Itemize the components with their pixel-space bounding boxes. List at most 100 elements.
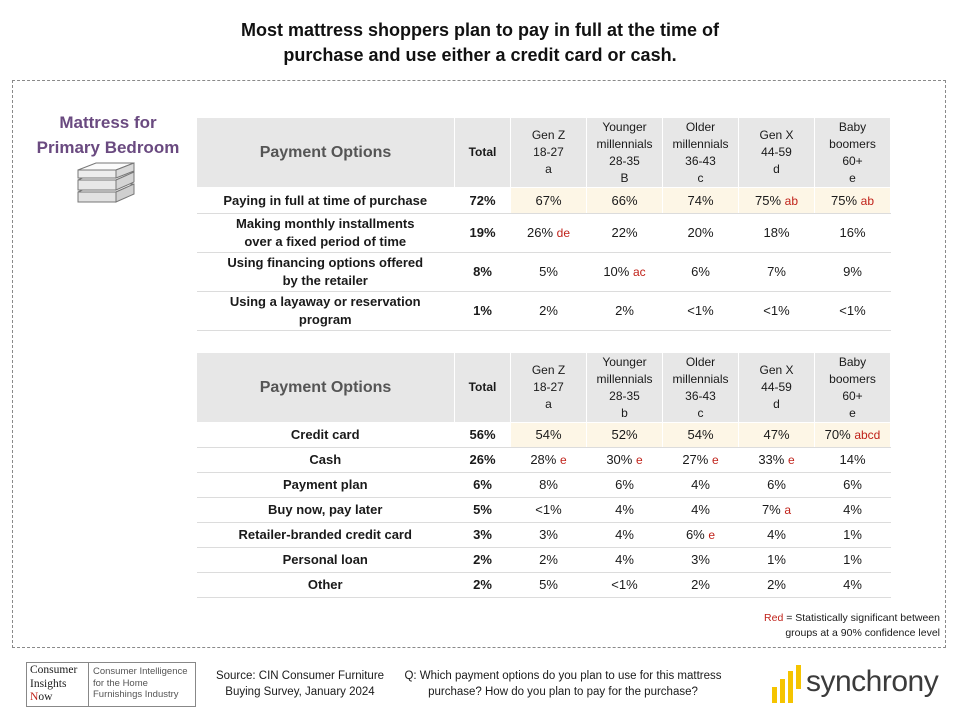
note-red-word: Red xyxy=(764,612,784,624)
row-label: Buy now, pay later xyxy=(196,497,455,523)
value-cell: 2% xyxy=(662,572,739,598)
table-row: Personal loan 2% 2% 4% 3% 1% 1% xyxy=(196,547,891,573)
value-cell: 26% de xyxy=(510,213,587,253)
table-row: Payment plan 6% 8% 6% 4% 6% 6% xyxy=(196,472,891,498)
significance-letters: ab xyxy=(784,193,798,208)
row-total: 19% xyxy=(454,213,511,253)
value-cell: 22% xyxy=(586,213,663,253)
value-cell: 54% xyxy=(510,422,587,448)
header-gen-z: Gen Z 18-27 a xyxy=(510,117,587,188)
mattress-stack-icon xyxy=(77,162,135,203)
value-cell: 6% xyxy=(586,472,663,498)
row-label: Other xyxy=(196,572,455,598)
value-cell: 5% xyxy=(510,252,587,292)
table-row: Other 2% 5% <1% 2% 2% 4% xyxy=(196,572,891,598)
page-title: Most mattress shoppers plan to pay in fu… xyxy=(0,18,960,68)
question-text: Q: Which payment options do you plan to … xyxy=(404,670,722,698)
value-cell: 4% xyxy=(738,522,815,548)
row-total: 2% xyxy=(454,547,511,573)
value-cell: 14% xyxy=(814,447,891,473)
table-header-row: Payment Options Total Gen Z 18-27 a Younge… xyxy=(196,352,891,423)
header-baby-boomers: Baby boomers 60+ e xyxy=(814,117,891,188)
value-cell: <1% xyxy=(814,291,891,331)
row-total: 56% xyxy=(454,422,511,448)
note-line-1: = Statistically significant between xyxy=(783,612,940,624)
value-cell: 2% xyxy=(510,291,587,331)
value-cell: 28% e xyxy=(510,447,587,473)
significance-letters: e xyxy=(708,528,716,542)
value-cell: 75% ab xyxy=(814,187,891,214)
value-cell: 30% e xyxy=(586,447,663,473)
value-cell: <1% xyxy=(662,291,739,331)
row-total: 6% xyxy=(454,472,511,498)
side-title: Mattress for Primary Bedroom xyxy=(24,110,192,160)
value-cell: 3% xyxy=(662,547,739,573)
table-row: Using a layaway or reservation program 1% 2… xyxy=(196,291,891,331)
row-label: Payment plan xyxy=(196,472,455,498)
value-cell: 6% xyxy=(814,472,891,498)
value-cell: 1% xyxy=(814,522,891,548)
value-cell: 33% e xyxy=(738,447,815,473)
value-cell: 6% xyxy=(662,252,739,292)
row-label: Using a layaway or reservation program xyxy=(196,291,455,331)
header-older-millennials: Older millennials 36-43 c xyxy=(662,352,739,423)
title-line-2: purchase and use either a credit card or… xyxy=(283,45,677,65)
row-total: 2% xyxy=(454,572,511,598)
cin-logo-wordmark: Consumer Insights Now xyxy=(27,663,89,706)
value-cell: 3% xyxy=(510,522,587,548)
significance-letters: e xyxy=(711,453,719,467)
value-cell: 54% xyxy=(662,422,739,448)
note-line-2: groups at a 90% confidence level xyxy=(785,627,940,639)
row-label: Retailer-branded credit card xyxy=(196,522,455,548)
significance-letters: ab xyxy=(860,193,874,208)
value-cell: 2% xyxy=(510,547,587,573)
value-cell: 4% xyxy=(586,547,663,573)
significance-letters: ac xyxy=(632,265,646,279)
significance-note: Red = Statistically significant between … xyxy=(700,611,940,641)
row-total: 8% xyxy=(454,252,511,292)
cin-logo-tagline: Consumer Intelligence for the Home Furni… xyxy=(93,666,188,700)
significance-letters: a xyxy=(784,503,792,517)
side-title-line-1: Mattress for xyxy=(59,113,157,132)
header-younger-millennials: Younger millennials 28-35 b xyxy=(586,352,663,423)
value-cell: 67% xyxy=(510,187,587,214)
significance-letters: abcd xyxy=(854,428,881,442)
value-cell: 16% xyxy=(814,213,891,253)
table-row: Cash 26% 28% e 30% e 27% e 33% e 14% xyxy=(196,447,891,473)
row-total: 1% xyxy=(454,291,511,331)
row-label: Using financing options offered by the re… xyxy=(196,252,455,292)
content-frame xyxy=(12,80,946,648)
value-cell: <1% xyxy=(586,572,663,598)
significance-letters: de xyxy=(556,226,570,240)
header-older-millennials: Older millennials 36-43 c xyxy=(662,117,739,188)
header-gen-z: Gen Z 18-27 a xyxy=(510,352,587,423)
table-row: Buy now, pay later 5% <1% 4% 4% 7% a 4% xyxy=(196,497,891,523)
value-cell: 4% xyxy=(586,522,663,548)
row-label: Credit card xyxy=(196,422,455,448)
table-header-row: Payment Options Total Gen Z 18-27 a Younge… xyxy=(196,117,891,188)
header-payment-options: Payment Options xyxy=(196,117,455,188)
row-total: 3% xyxy=(454,522,511,548)
row-total: 5% xyxy=(454,497,511,523)
significance-letters: e xyxy=(559,453,567,467)
value-cell: 18% xyxy=(738,213,815,253)
row-total: 26% xyxy=(454,447,511,473)
row-label: Personal loan xyxy=(196,547,455,573)
row-label: Paying in full at time of purchase xyxy=(196,187,455,214)
significance-letters: e xyxy=(635,453,643,467)
value-cell: 10% ac xyxy=(586,252,663,292)
value-cell: 2% xyxy=(738,572,815,598)
consumer-insights-now-logo: Consumer Insights Now Consumer Intellige… xyxy=(26,662,196,707)
synchrony-wordmark: synchrony xyxy=(806,665,939,698)
value-cell: 8% xyxy=(510,472,587,498)
header-total: Total xyxy=(454,117,511,188)
table-row: Credit card 56% 54% 52% 54% 47% 70% abcd xyxy=(196,422,891,448)
header-younger-millennials: Younger millennials 28-35 B xyxy=(586,117,663,188)
value-cell: 47% xyxy=(738,422,815,448)
value-cell: 7% a xyxy=(738,497,815,523)
value-cell: 4% xyxy=(814,572,891,598)
row-label: Making monthly installments over a fixed … xyxy=(196,213,455,253)
header-gen-x: Gen X 44-59 d xyxy=(738,117,815,188)
synchrony-bars-icon xyxy=(772,665,801,703)
side-title-line-2: Primary Bedroom xyxy=(36,138,180,157)
